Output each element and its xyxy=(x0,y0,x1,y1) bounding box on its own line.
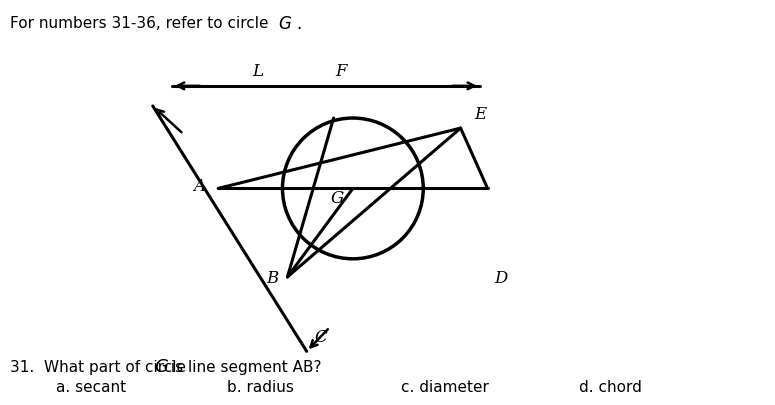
Text: a. secant: a. secant xyxy=(56,380,126,395)
Text: For numbers 31-36, refer to circle: For numbers 31-36, refer to circle xyxy=(10,16,274,31)
Text: E: E xyxy=(474,106,486,122)
Text: $\it{G}$: $\it{G}$ xyxy=(153,358,169,376)
Text: 31.  What part of circle: 31. What part of circle xyxy=(10,360,191,375)
Text: B: B xyxy=(266,271,278,288)
Text: is line segment AB?: is line segment AB? xyxy=(166,360,322,375)
Text: L: L xyxy=(253,63,264,80)
Text: c. diameter: c. diameter xyxy=(401,380,489,395)
Text: G: G xyxy=(331,190,344,207)
Text: C: C xyxy=(314,329,327,346)
Text: d. chord: d. chord xyxy=(579,380,642,395)
Text: b. radius: b. radius xyxy=(227,380,294,395)
Text: D: D xyxy=(494,271,508,288)
Text: F: F xyxy=(336,63,347,80)
Text: $\it{G}$ .: $\it{G}$ . xyxy=(278,15,302,32)
Text: A: A xyxy=(193,178,205,195)
